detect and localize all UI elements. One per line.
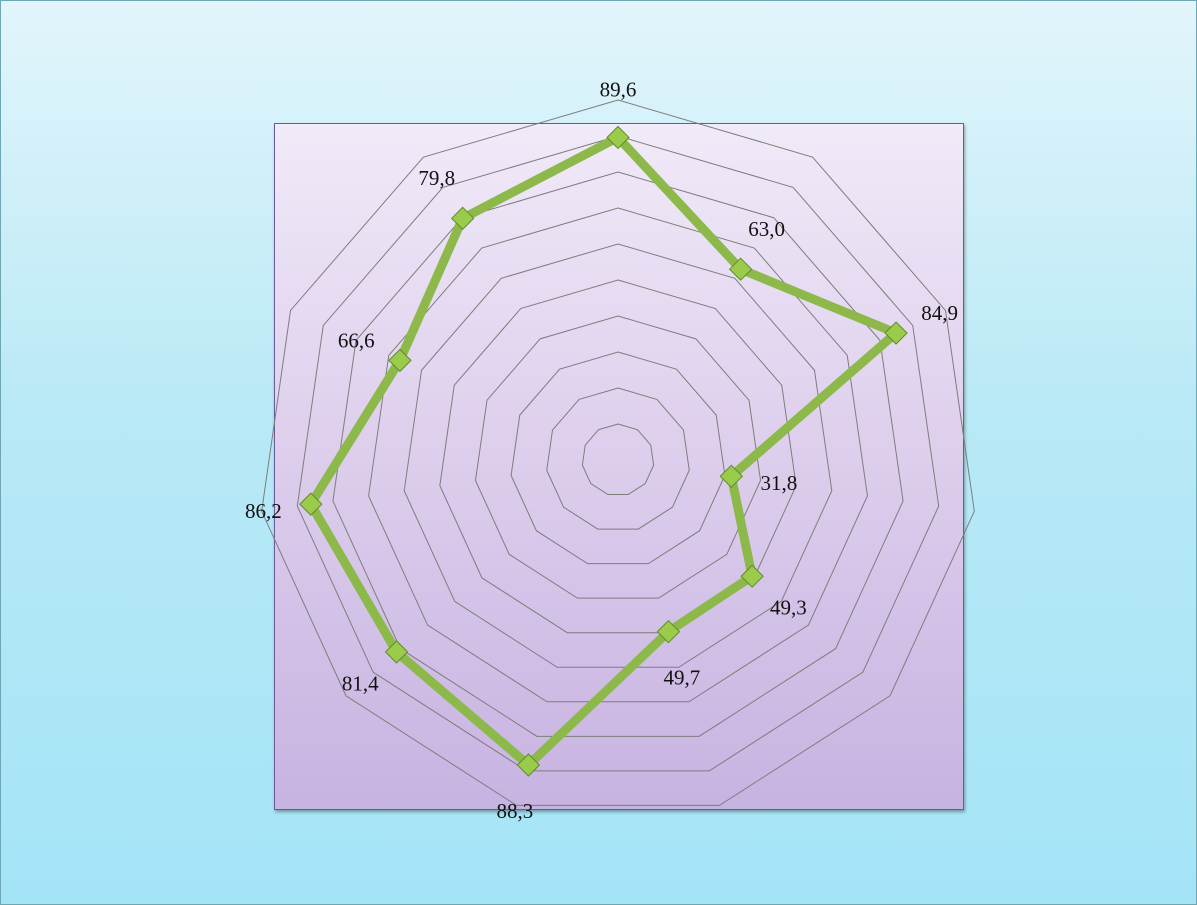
data-point-marker	[728, 257, 753, 281]
data-point-marker	[719, 464, 744, 488]
data-label: 86,2	[245, 499, 282, 523]
grid-ring	[510, 351, 726, 565]
data-point-marker	[606, 125, 630, 150]
data-label: 88,3	[497, 799, 534, 823]
data-label: 84,9	[921, 301, 958, 325]
data-point-marker	[384, 640, 409, 664]
data-label: 63,0	[748, 217, 785, 241]
data-label: 49,7	[664, 666, 701, 690]
data-label: 66,6	[338, 328, 375, 352]
data-label: 89,6	[600, 77, 637, 101]
data-point-marker	[516, 753, 541, 777]
plot-area	[274, 123, 964, 810]
data-label: 49,3	[770, 596, 807, 620]
grid-ring	[261, 99, 975, 806]
grid-ring	[439, 279, 797, 634]
data-label: 81,4	[342, 671, 379, 695]
data-point-marker	[388, 348, 412, 373]
grid-ring	[474, 315, 762, 599]
data-label: 31,8	[760, 471, 797, 495]
series-line	[306, 132, 901, 770]
data-point-marker	[884, 321, 908, 345]
grid-ring	[403, 243, 833, 668]
data-point-marker	[450, 206, 475, 231]
data-point-marker	[740, 564, 764, 588]
data-point-marker	[299, 492, 323, 516]
grid-ring	[368, 207, 868, 703]
grid-ring	[581, 423, 655, 496]
grid-ring	[546, 387, 690, 530]
grid-ring	[332, 171, 904, 737]
data-point-marker	[656, 619, 681, 644]
data-label: 79,8	[418, 166, 455, 190]
grid-ring	[296, 135, 940, 772]
